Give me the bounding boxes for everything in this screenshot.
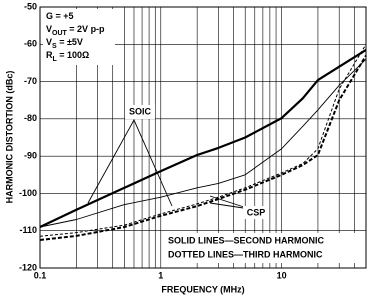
y-tick-label: -90: [24, 151, 37, 161]
condition: VS = ±5V: [46, 37, 83, 49]
condition-part: V: [46, 24, 52, 34]
subscript: L: [53, 56, 58, 63]
x-axis-label: FREQUENCY (MHz): [161, 284, 244, 294]
condition: RL = 100Ω: [46, 50, 89, 62]
note: DOTTED LINES—THIRD HARMONIC: [168, 249, 323, 259]
y-axis-label: HARMONIC DISTORTION (dBc): [4, 71, 14, 204]
subscript: OUT: [52, 30, 68, 37]
subscript: S: [52, 43, 57, 50]
condition-part: R: [46, 50, 53, 60]
annotation-bg: [243, 206, 269, 219]
annotation: CSP: [247, 207, 266, 217]
annotation-bg: [125, 105, 155, 119]
y-tick-label: -110: [19, 225, 37, 235]
y-tick-label: -70: [24, 76, 37, 86]
y-tick-label: -80: [24, 113, 37, 123]
x-tick-label: 1: [158, 270, 163, 280]
x-tick-label: 0.1: [34, 270, 47, 280]
y-tick-label: -120: [19, 262, 37, 272]
condition-part: V: [46, 37, 52, 47]
condition-part: = 100Ω: [57, 50, 90, 60]
condition-part: G = +5: [46, 11, 74, 21]
y-tick-label: -50: [24, 1, 37, 11]
series-line: [39, 58, 367, 228]
conditions-box: [43, 9, 115, 65]
series-line: [39, 48, 367, 228]
annotation: SOIC: [129, 106, 152, 116]
series-line: [39, 44, 367, 237]
condition-part: = ±5V: [57, 37, 83, 47]
series-line: [39, 54, 367, 241]
note-box: [166, 233, 360, 263]
note: SOLID LINES—SECOND HARMONIC: [168, 235, 325, 245]
y-tick-label: -100: [19, 188, 37, 198]
condition: G = +5: [46, 11, 74, 21]
annotation-arrows: [87, 119, 251, 210]
condition: VOUT = 2V p-p: [46, 24, 105, 36]
x-tick-label: 10: [277, 270, 287, 280]
condition-part: = 2V p-p: [67, 24, 105, 34]
y-tick-label: -60: [24, 39, 37, 49]
